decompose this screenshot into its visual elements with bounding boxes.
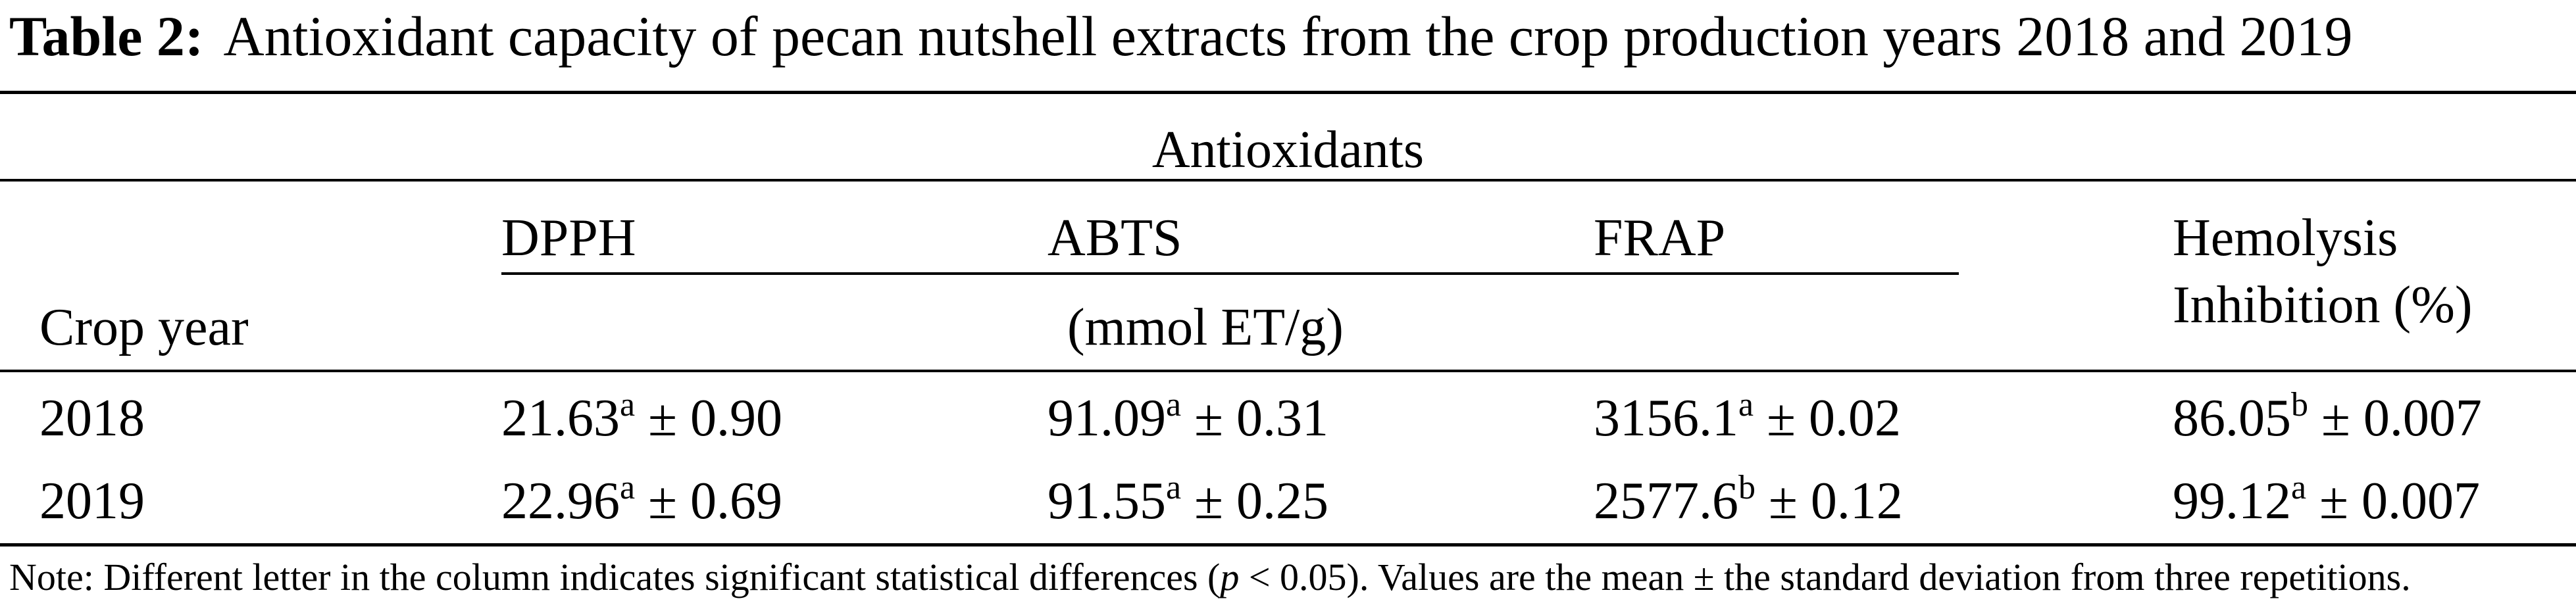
header-rule bbox=[0, 179, 2576, 182]
table-title: Antioxidant capacity of pecan nutshell e… bbox=[223, 5, 2353, 68]
header-frap: FRAP bbox=[1594, 209, 1726, 267]
row-2019-abts: 91.55a ± 0.25 bbox=[1048, 469, 1328, 531]
top-rule bbox=[0, 91, 2576, 94]
row-2019-hemolysis: 99.12a ± 0.007 bbox=[2173, 469, 2480, 531]
bottom-rule bbox=[0, 543, 2576, 546]
header-unit: (mmol ET/g) bbox=[1067, 299, 1344, 356]
row-2018-hemolysis: 86.05b ± 0.007 bbox=[2173, 386, 2482, 448]
table-label: Table 2: bbox=[9, 5, 204, 68]
row-2019-frap: 2577.6b ± 0.12 bbox=[1594, 469, 1903, 531]
header-antioxidants: Antioxidants bbox=[1151, 121, 1425, 179]
row-2018-abts: 91.09a ± 0.31 bbox=[1048, 386, 1328, 448]
header-hemolysis-line1: Hemolysis bbox=[2173, 209, 2398, 267]
row-2018-frap: 3156.1a ± 0.02 bbox=[1594, 386, 1901, 448]
table-caption: Table 2: Antioxidant capacity of pecan nu… bbox=[9, 0, 2569, 72]
header-hemolysis-line2: Inhibition (%) bbox=[2173, 276, 2473, 334]
table-note: Note: Different letter in the column ind… bbox=[9, 556, 2411, 598]
header-dpph: DPPH bbox=[501, 209, 636, 267]
row-2018-year: 2018 bbox=[39, 389, 145, 447]
header-abts: ABTS bbox=[1048, 209, 1182, 267]
row-2019-dpph: 22.96a ± 0.69 bbox=[501, 469, 782, 531]
header-bottom-rule bbox=[0, 370, 2576, 372]
row-2019-year: 2019 bbox=[39, 472, 145, 530]
unit-rule bbox=[501, 272, 1959, 275]
header-crop-year: Crop year bbox=[39, 299, 249, 356]
row-2018-dpph: 21.63a ± 0.90 bbox=[501, 386, 782, 448]
